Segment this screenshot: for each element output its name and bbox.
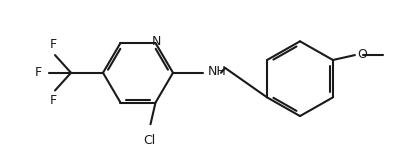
Text: F: F — [49, 38, 56, 51]
Text: F: F — [35, 66, 42, 79]
Text: NH: NH — [207, 65, 226, 78]
Text: O: O — [356, 48, 366, 61]
Text: Cl: Cl — [143, 134, 155, 147]
Text: N: N — [151, 34, 161, 48]
Text: F: F — [49, 94, 56, 107]
